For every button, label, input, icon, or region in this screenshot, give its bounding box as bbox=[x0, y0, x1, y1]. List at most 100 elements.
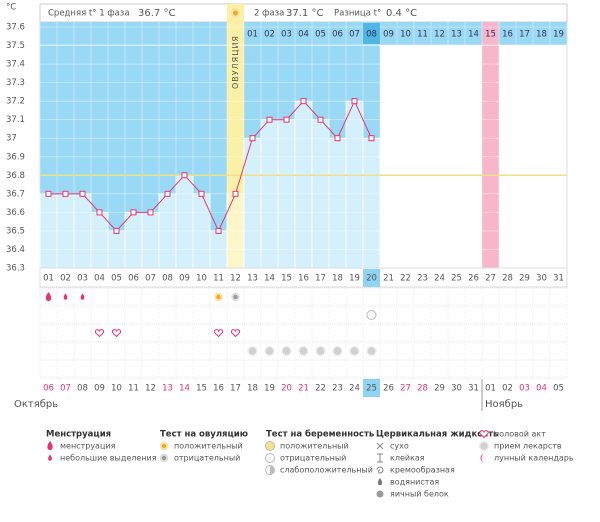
legend-label: яичный белок bbox=[390, 490, 449, 499]
x-tick-label: 16 bbox=[298, 274, 309, 284]
legend-icon bbox=[377, 453, 383, 463]
date-label: 06 bbox=[43, 384, 54, 394]
x-tick-label: 25 bbox=[451, 274, 462, 284]
phase1-value: 36.7 °C bbox=[138, 8, 175, 19]
date-label: 21 bbox=[298, 384, 309, 394]
y-tick-label: 36.3 bbox=[6, 264, 25, 274]
marked-column bbox=[482, 22, 499, 268]
temperature-point bbox=[130, 209, 137, 216]
x-tick-label: 26 bbox=[468, 274, 479, 284]
cycle-day-label: 14 bbox=[468, 30, 479, 40]
watery-icon bbox=[377, 478, 383, 486]
x-row-bg bbox=[39, 267, 568, 288]
legend-icon bbox=[159, 453, 169, 463]
cycle-day-label: 19 bbox=[553, 30, 564, 40]
day-marker bbox=[111, 329, 122, 338]
x-tick-label: 19 bbox=[349, 274, 360, 284]
x-tick-label: 29 bbox=[519, 274, 530, 284]
x-tick-label: 07 bbox=[145, 274, 156, 284]
legend-label: отрицательный bbox=[280, 454, 346, 463]
temperature-point bbox=[351, 98, 358, 105]
pill-icon bbox=[281, 345, 292, 357]
selected-cycle-day bbox=[363, 23, 380, 44]
date-label: 04 bbox=[536, 384, 547, 394]
temperature-point bbox=[96, 209, 103, 216]
temperature-point bbox=[215, 227, 222, 234]
x-tick-label: 01 bbox=[43, 274, 54, 284]
cycle-day-label: 18 bbox=[536, 30, 547, 40]
bar bbox=[124, 211, 143, 269]
legend-icon bbox=[480, 453, 485, 463]
pill-icon bbox=[349, 345, 360, 357]
day-marker bbox=[45, 292, 52, 301]
legend-title: Менструация bbox=[46, 430, 111, 440]
phase2-label: 2 фаза bbox=[254, 9, 284, 19]
y-tick-label: 36.9 bbox=[6, 152, 25, 162]
sun-icon bbox=[159, 441, 169, 451]
test-icon bbox=[366, 310, 377, 320]
pill-icon bbox=[247, 345, 258, 357]
drop-icon bbox=[80, 293, 85, 300]
legend-label: сухо bbox=[390, 442, 409, 451]
x-tick-label: 22 bbox=[400, 274, 411, 284]
legend-label: отрицательный bbox=[174, 454, 240, 463]
cycle-day-label: 16 bbox=[502, 30, 513, 40]
date-label: 16 bbox=[213, 384, 224, 394]
y-tick-label: 37.2 bbox=[6, 97, 25, 107]
temperature-point bbox=[45, 190, 52, 197]
legend-icon bbox=[478, 440, 490, 452]
date-label: 26 bbox=[383, 384, 394, 394]
legend-label: половой акт bbox=[494, 430, 546, 439]
day-marker bbox=[315, 345, 326, 357]
day-marker bbox=[231, 292, 240, 302]
sun-icon bbox=[159, 453, 169, 463]
selected-day bbox=[363, 269, 380, 287]
cycle-day-label: 15 bbox=[485, 30, 496, 40]
date-label: 08 bbox=[77, 384, 88, 394]
heart-icon bbox=[213, 329, 224, 338]
legend-icon bbox=[265, 465, 275, 475]
day-marker bbox=[281, 345, 292, 357]
x-tick-label: 21 bbox=[383, 274, 394, 284]
sticky-icon bbox=[377, 453, 383, 463]
cycle-day-label: 02 bbox=[264, 30, 275, 40]
date-label: 20 bbox=[281, 384, 292, 394]
pill-icon bbox=[264, 345, 275, 357]
date-label: 30 bbox=[451, 384, 462, 394]
date-label: 28 bbox=[417, 384, 428, 394]
date-label: 09 bbox=[94, 384, 105, 394]
temperature-point bbox=[232, 190, 239, 197]
date-label: 14 bbox=[179, 384, 190, 394]
temperature-point bbox=[164, 190, 171, 197]
temperature-point bbox=[283, 116, 290, 123]
legend-label: лунный календарь bbox=[494, 454, 574, 463]
legend-label: кремообразная bbox=[390, 466, 455, 475]
x-tick-label: 14 bbox=[264, 274, 275, 284]
date-label: 01 bbox=[485, 384, 496, 394]
day-marker bbox=[230, 329, 241, 338]
cycle-day-label: 17 bbox=[519, 30, 530, 40]
pill-icon bbox=[298, 345, 309, 357]
bar bbox=[90, 211, 109, 269]
x-tick-label: 12 bbox=[230, 274, 241, 284]
cycle-day-label: 12 bbox=[434, 30, 445, 40]
x-tick-label: 23 bbox=[417, 274, 428, 284]
temperature-point bbox=[317, 116, 324, 123]
x-tick-label: 24 bbox=[434, 274, 445, 284]
cycle-row-bg bbox=[40, 22, 567, 45]
cycle-day-label: 03 bbox=[281, 30, 292, 40]
y-tick-label: 37.4 bbox=[6, 60, 25, 70]
date-label: 23 bbox=[332, 384, 343, 394]
x-tick-label: 17 bbox=[315, 274, 326, 284]
y-tick-label: 37.3 bbox=[6, 78, 25, 88]
cycle-day-label: 01 bbox=[247, 30, 258, 40]
heart-icon bbox=[479, 430, 489, 439]
y-tick-label: 36.5 bbox=[6, 226, 25, 236]
phase2-value: 37.1 °C bbox=[286, 8, 323, 19]
legend-icon bbox=[377, 478, 383, 486]
date-label: 25 bbox=[366, 384, 377, 394]
legend-label: небольшие выделения bbox=[60, 454, 157, 463]
temperature-line bbox=[48, 99, 372, 233]
date-label: 12 bbox=[145, 384, 156, 394]
x-tick-label: 02 bbox=[60, 274, 71, 284]
